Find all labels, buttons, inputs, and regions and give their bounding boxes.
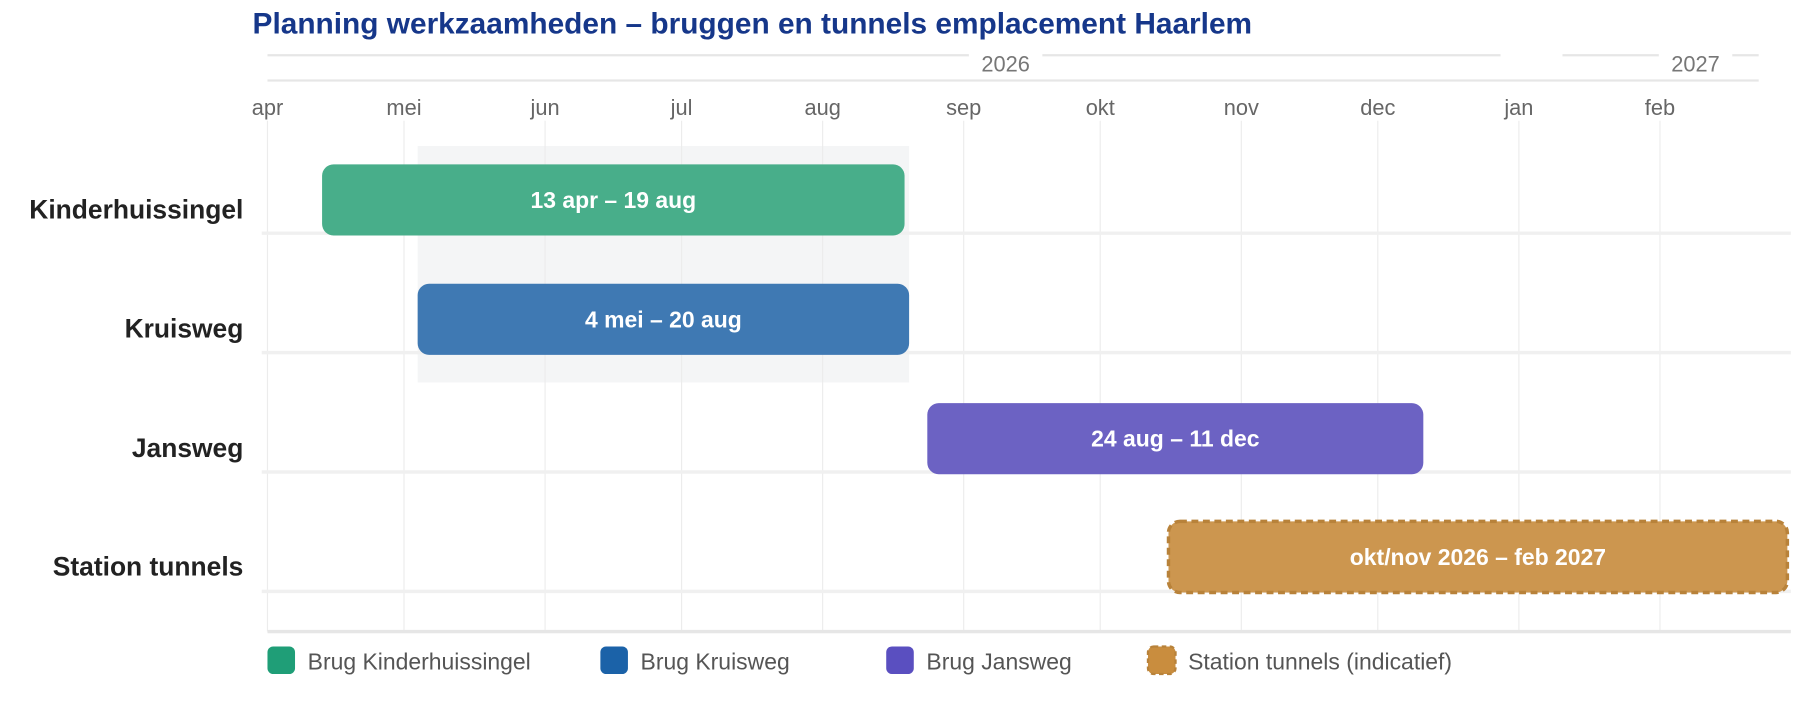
task-bar <box>417 283 910 355</box>
month-tick-label: mei <box>386 95 421 120</box>
task-bar-label: 24 aug – 11 dec <box>1091 426 1260 452</box>
year-label-bg <box>1658 46 1733 65</box>
legend-swatch <box>600 646 628 675</box>
month-tick-label: feb <box>1645 95 1675 120</box>
row-label: Kinderhuissingel <box>29 194 243 224</box>
year-label: 2027 <box>1671 51 1720 76</box>
task-bar <box>1166 519 1790 595</box>
month-tick-label: apr <box>252 95 284 120</box>
month-tick-label: jul <box>670 95 693 120</box>
month-tick-label: aug <box>804 95 840 120</box>
month-tick-label: dec <box>1360 95 1395 120</box>
month-tick-label: nov <box>1224 95 1259 120</box>
task-bars: 13 apr – 19 aug 4 mei – 20 aug 24 aug – 11… <box>322 164 1790 595</box>
month-tick-label: jan <box>1503 95 1533 120</box>
legend-item-label: Station tunnels (indicatief) <box>1188 648 1452 674</box>
legend: Brug Kinderhuissingel Brug Kruisweg Brug J… <box>267 645 1452 676</box>
task-bar-label: 4 mei – 20 aug <box>585 306 742 332</box>
task-bar <box>927 403 1424 475</box>
row-label: Station tunnels <box>53 551 244 581</box>
month-tick-label: jun <box>530 95 560 120</box>
row-label: Kruisweg <box>125 314 244 344</box>
month-tick-label: sep <box>946 95 981 120</box>
task-bar-label: 13 apr – 19 aug <box>530 187 696 213</box>
legend-item-label: Brug Kruisweg <box>641 648 790 674</box>
year-label-bg <box>968 46 1043 65</box>
row-label: Jansweg <box>132 433 243 463</box>
task-bar <box>322 164 905 236</box>
month-tick-label: okt <box>1086 95 1115 120</box>
legend-item-label: Brug Jansweg <box>926 648 1071 674</box>
row-labels: Kinderhuissingel Kruisweg Jansweg Station t… <box>29 194 243 581</box>
legend-swatch <box>267 646 296 675</box>
legend-swatch <box>1146 645 1177 676</box>
year-label: 2026 <box>981 51 1030 76</box>
time-axis: apr mei jun jul aug sep okt nov dec jan feb 2026 202… <box>252 46 1759 120</box>
task-bar-label: okt/nov 2026 – feb 2027 <box>1350 544 1606 570</box>
legend-swatch <box>886 646 914 675</box>
chart-title: Planning werkzaamheden – bruggen en tunn… <box>253 7 1253 40</box>
legend-item-label: Brug Kinderhuissingel <box>308 648 531 674</box>
